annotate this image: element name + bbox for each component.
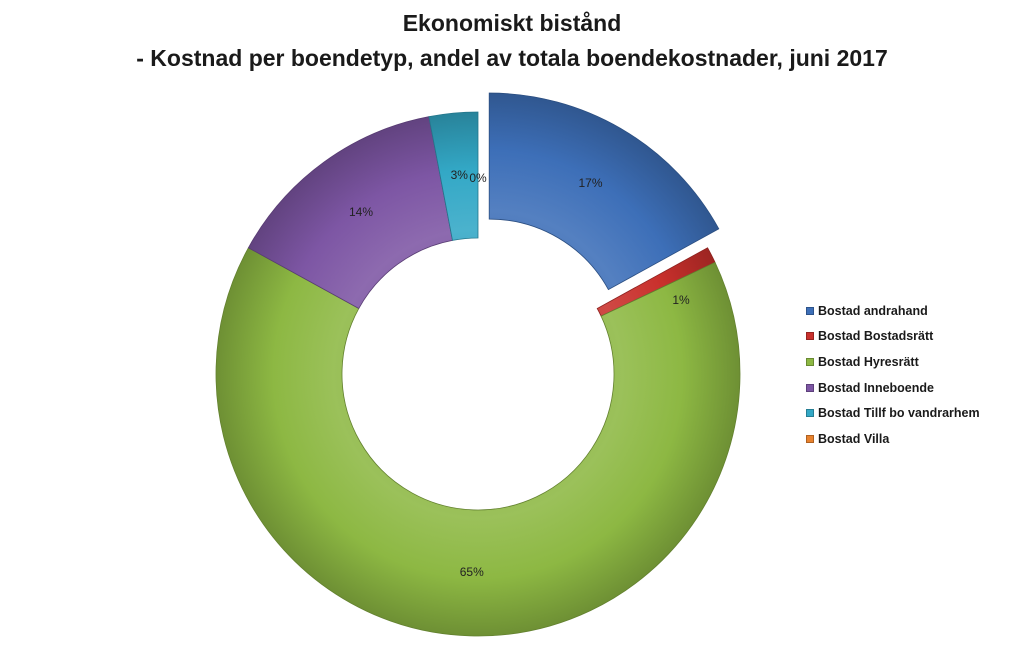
legend-label: Bostad Villa	[818, 431, 890, 446]
slice-bostad-hyresr-tt	[215, 247, 741, 637]
legend-item-bostad-inneboende: Bostad Inneboende	[806, 375, 980, 401]
legend-label: Bostad Bostadsrätt	[818, 329, 934, 344]
legend-swatch	[806, 332, 814, 341]
legend-swatch	[806, 306, 814, 315]
legend-label: Bostad Tillf bo vandrarhem	[818, 406, 980, 421]
legend-swatch	[806, 357, 814, 366]
data-label-bostad-andrahand: 17%	[578, 176, 602, 190]
data-label-bostad-bostadsr-tt: 1%	[672, 293, 690, 307]
legend-item-bostad-tillf-bo-vandrarhem: Bostad Tillf bo vandrarhem	[806, 400, 980, 426]
slice-bostad-andrahand	[488, 92, 720, 291]
legend-swatch	[806, 383, 814, 392]
legend-item-bostad-hyresr-tt: Bostad Hyresrätt	[806, 349, 980, 375]
legend-item-bostad-andrahand: Bostad andrahand	[806, 298, 980, 324]
slices-layer	[215, 92, 741, 637]
data-labels-layer: 17% 1% 65% 14% 3% 0%	[349, 168, 690, 579]
legend-label: Bostad Hyresrätt	[818, 354, 919, 369]
chart-subtitle: - Kostnad per boendetyp, andel av totala…	[136, 45, 888, 71]
data-label-bostad-villa: 0%	[469, 171, 487, 185]
data-label-bostad-tillf-bo-vandrarhem: 3%	[451, 168, 469, 182]
legend-label: Bostad Inneboende	[818, 380, 934, 395]
legend-swatch	[806, 434, 814, 443]
legend-swatch	[806, 409, 814, 418]
chart-title: Ekonomiskt bistånd	[402, 10, 622, 36]
data-label-bostad-hyresr-tt: 65%	[460, 565, 484, 579]
data-label-bostad-inneboende: 14%	[349, 205, 373, 219]
legend-label: Bostad andrahand	[818, 303, 928, 318]
slice-bostad-inneboende	[247, 116, 453, 310]
slice-bostad-tillf-bo-vandrarhem	[428, 111, 479, 241]
legend-item-bostad-villa: Bostad Villa	[806, 426, 980, 452]
legend-item-bostad-bostadsr-tt: Bostad Bostadsrätt	[806, 324, 980, 350]
chart-legend: Bostad andrahand Bostad Bostadsrätt Bostad…	[806, 298, 980, 452]
